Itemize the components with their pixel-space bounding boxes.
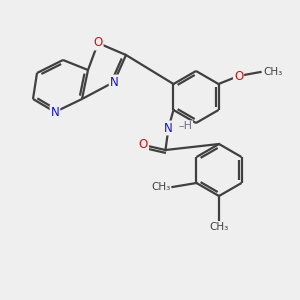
- Text: O: O: [234, 70, 243, 83]
- Text: O: O: [93, 37, 103, 50]
- Text: CH₃: CH₃: [151, 182, 170, 192]
- Text: N: N: [164, 122, 173, 134]
- Text: CH₃: CH₃: [209, 222, 229, 232]
- Text: O: O: [139, 139, 148, 152]
- Text: –H: –H: [178, 121, 193, 131]
- Text: N: N: [110, 76, 118, 88]
- Text: N: N: [51, 106, 59, 118]
- Text: CH₃: CH₃: [263, 67, 283, 77]
